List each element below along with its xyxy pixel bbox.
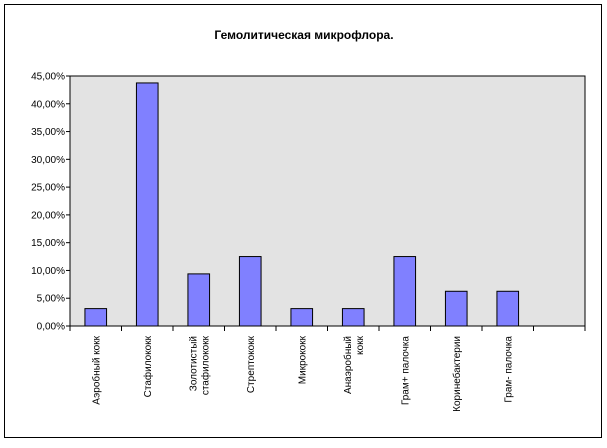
x-tick-label: Стафилококк: [142, 335, 154, 397]
x-tick-label: Золотистый: [188, 336, 199, 391]
y-tick-label: 10,00%: [31, 266, 65, 277]
y-tick-label: 40,00%: [31, 99, 65, 110]
x-tick-label: Стрептококк: [246, 335, 257, 393]
bars: [84, 82, 520, 327]
y-tick-label: 5,00%: [37, 294, 65, 305]
y-tick-label: 30,00%: [31, 155, 65, 166]
x-tick-label: Микрококк: [297, 335, 308, 384]
x-tick-label: Аэробный кокк: [90, 335, 102, 404]
bar: [444, 290, 468, 327]
y-tick-label: 15,00%: [31, 238, 65, 249]
bar: [84, 308, 108, 327]
x-tick-label: Коринебактерии: [451, 336, 463, 412]
bar: [135, 82, 159, 327]
x-tick-label: кокк: [355, 335, 366, 354]
y-tick-label: 35,00%: [31, 127, 65, 138]
bar: [393, 256, 417, 327]
y-tick-label: 45,00%: [31, 72, 65, 83]
bar: [290, 308, 314, 327]
x-tick-label: Грам- палочка: [503, 336, 514, 403]
y-tick-label: 25,00%: [31, 183, 65, 194]
y-axis: 0,00% 5,00% 10,00% 15,00% 20,00% 25,00% 30,00%…: [31, 72, 71, 333]
x-tick-label: стафилококк: [199, 335, 211, 395]
bar: [238, 256, 262, 327]
y-tick-label: 0,00%: [37, 322, 65, 333]
bar: [187, 273, 211, 327]
chart-title: Гемолитическая микрофлора.: [214, 28, 393, 42]
x-tick-label: Анаэробный: [342, 336, 354, 394]
y-tick-label: 20,00%: [31, 210, 65, 221]
bar: [496, 290, 520, 327]
bar: [341, 308, 365, 327]
x-axis: Аэробный кокк Стафилококк Золотистый стафил…: [69, 325, 586, 412]
x-tick-label: Грам+ палочка: [400, 336, 411, 406]
